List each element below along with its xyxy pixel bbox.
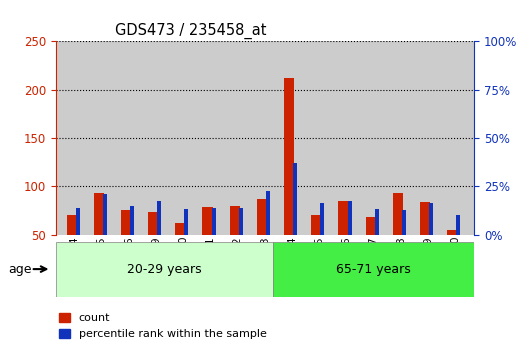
Bar [202, 207, 213, 235]
Bar [94, 193, 104, 235]
Bar [184, 208, 189, 235]
Text: GDS473 / 235458_at: GDS473 / 235458_at [115, 22, 267, 39]
Bar [293, 163, 297, 235]
Bar [238, 208, 243, 235]
Bar [266, 191, 270, 235]
Bar [157, 201, 161, 235]
Bar [420, 202, 430, 235]
Bar [284, 78, 294, 235]
Bar [273, 241, 474, 297]
Bar [175, 223, 186, 235]
Bar [447, 230, 457, 235]
Bar [76, 208, 80, 235]
Bar [257, 199, 267, 235]
Bar [121, 210, 131, 235]
Bar [339, 201, 349, 235]
Bar [130, 206, 134, 235]
Bar [229, 206, 240, 235]
Bar [56, 241, 273, 297]
Bar [320, 203, 324, 235]
Bar [211, 208, 216, 235]
Bar [366, 217, 376, 235]
Text: age: age [8, 263, 31, 276]
Bar [148, 213, 158, 235]
Bar [311, 215, 322, 235]
Text: 65-71 years: 65-71 years [337, 263, 411, 276]
Bar [456, 215, 461, 235]
Bar [393, 193, 403, 235]
Bar [348, 201, 351, 235]
Bar [67, 215, 77, 235]
Text: 20-29 years: 20-29 years [127, 263, 202, 276]
Bar [429, 203, 433, 235]
Bar [375, 208, 379, 235]
Bar [103, 194, 107, 235]
Bar [402, 210, 406, 235]
Legend: count, percentile rank within the sample: count, percentile rank within the sample [58, 313, 267, 339]
